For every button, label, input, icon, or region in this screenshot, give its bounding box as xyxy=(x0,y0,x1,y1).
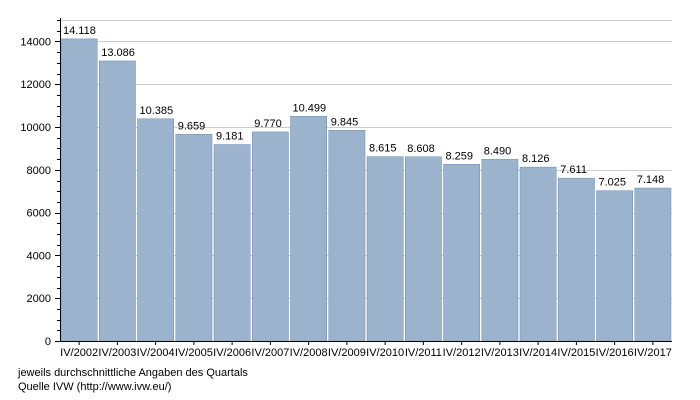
bar xyxy=(519,166,557,342)
bar xyxy=(60,38,98,342)
bar-value-label: 13.086 xyxy=(101,47,135,59)
bar-value-label: 8.490 xyxy=(484,145,512,157)
y-tick-label: 10000 xyxy=(20,122,51,134)
bar-value-label: 8.608 xyxy=(407,143,435,155)
x-tick-label: IV/2012 xyxy=(443,347,481,359)
y-tick-label: 2000 xyxy=(27,293,51,305)
bar-value-label: 8.126 xyxy=(522,153,550,165)
x-tick-label: IV/2016 xyxy=(596,347,634,359)
bar xyxy=(252,131,289,342)
bar-chart: 0 2000 4000 6000 8000 10000 12000 14000 14.118 IV… xyxy=(20,18,672,359)
x-tick-label: IV/2013 xyxy=(481,347,519,359)
bar xyxy=(596,190,633,342)
x-tick-label: IV/2015 xyxy=(557,347,595,359)
x-tick-label: IV/2004 xyxy=(137,347,175,359)
bar xyxy=(328,130,366,342)
bar-value-label: 9.770 xyxy=(254,118,282,130)
bar-value-label: 7.025 xyxy=(599,177,627,189)
bar-value-label: 14.118 xyxy=(63,25,96,37)
bar xyxy=(405,156,442,342)
bar-value-label: 10.499 xyxy=(293,102,327,114)
y-tick-label: 6000 xyxy=(27,208,51,220)
x-tick-label: IV/2011 xyxy=(405,347,442,359)
y-tick-label: 8000 xyxy=(27,165,51,177)
y-tick-label: 4000 xyxy=(27,250,51,262)
bar xyxy=(213,144,251,342)
y-tick-label: 14000 xyxy=(20,36,51,48)
x-tick-label: IV/2009 xyxy=(328,347,366,359)
bar-value-label: 7.148 xyxy=(637,174,665,186)
bar-value-label: 9.659 xyxy=(178,120,206,132)
bar xyxy=(443,164,480,342)
x-tick-label: IV/2007 xyxy=(251,347,289,359)
x-tick-label: IV/2005 xyxy=(175,347,213,359)
bar-value-label: 8.259 xyxy=(446,150,474,162)
y-tick-label: 12000 xyxy=(20,79,51,91)
bar xyxy=(634,187,672,342)
bar xyxy=(99,60,136,342)
y-tick-label: 0 xyxy=(45,336,51,348)
x-tick-label: IV/2017 xyxy=(634,347,672,359)
bar xyxy=(558,177,595,342)
bar xyxy=(290,116,327,342)
footnote-averages: jeweils durchschnittliche Angaben des Qu… xyxy=(18,367,248,379)
bar xyxy=(366,156,404,342)
bar-value-label: 7.611 xyxy=(560,164,587,176)
x-tick-label: IV/2006 xyxy=(213,347,251,359)
bar xyxy=(175,134,213,342)
x-tick-label: IV/2003 xyxy=(98,347,136,359)
bar xyxy=(481,159,519,342)
x-tick-label: IV/2002 xyxy=(60,347,98,359)
bar-value-label: 9.845 xyxy=(331,116,359,128)
footnote-source: Quelle IVW (http://www.ivw.eu/) xyxy=(18,381,172,393)
x-tick-label: IV/2008 xyxy=(290,347,328,359)
x-tick-label: IV/2014 xyxy=(519,347,557,359)
x-tick-label: IV/2010 xyxy=(366,347,404,359)
bar-value-label: 10.385 xyxy=(140,105,174,117)
bar-value-label: 9.181 xyxy=(216,131,244,143)
bar xyxy=(137,118,174,342)
bar-value-label: 8.615 xyxy=(369,143,397,155)
